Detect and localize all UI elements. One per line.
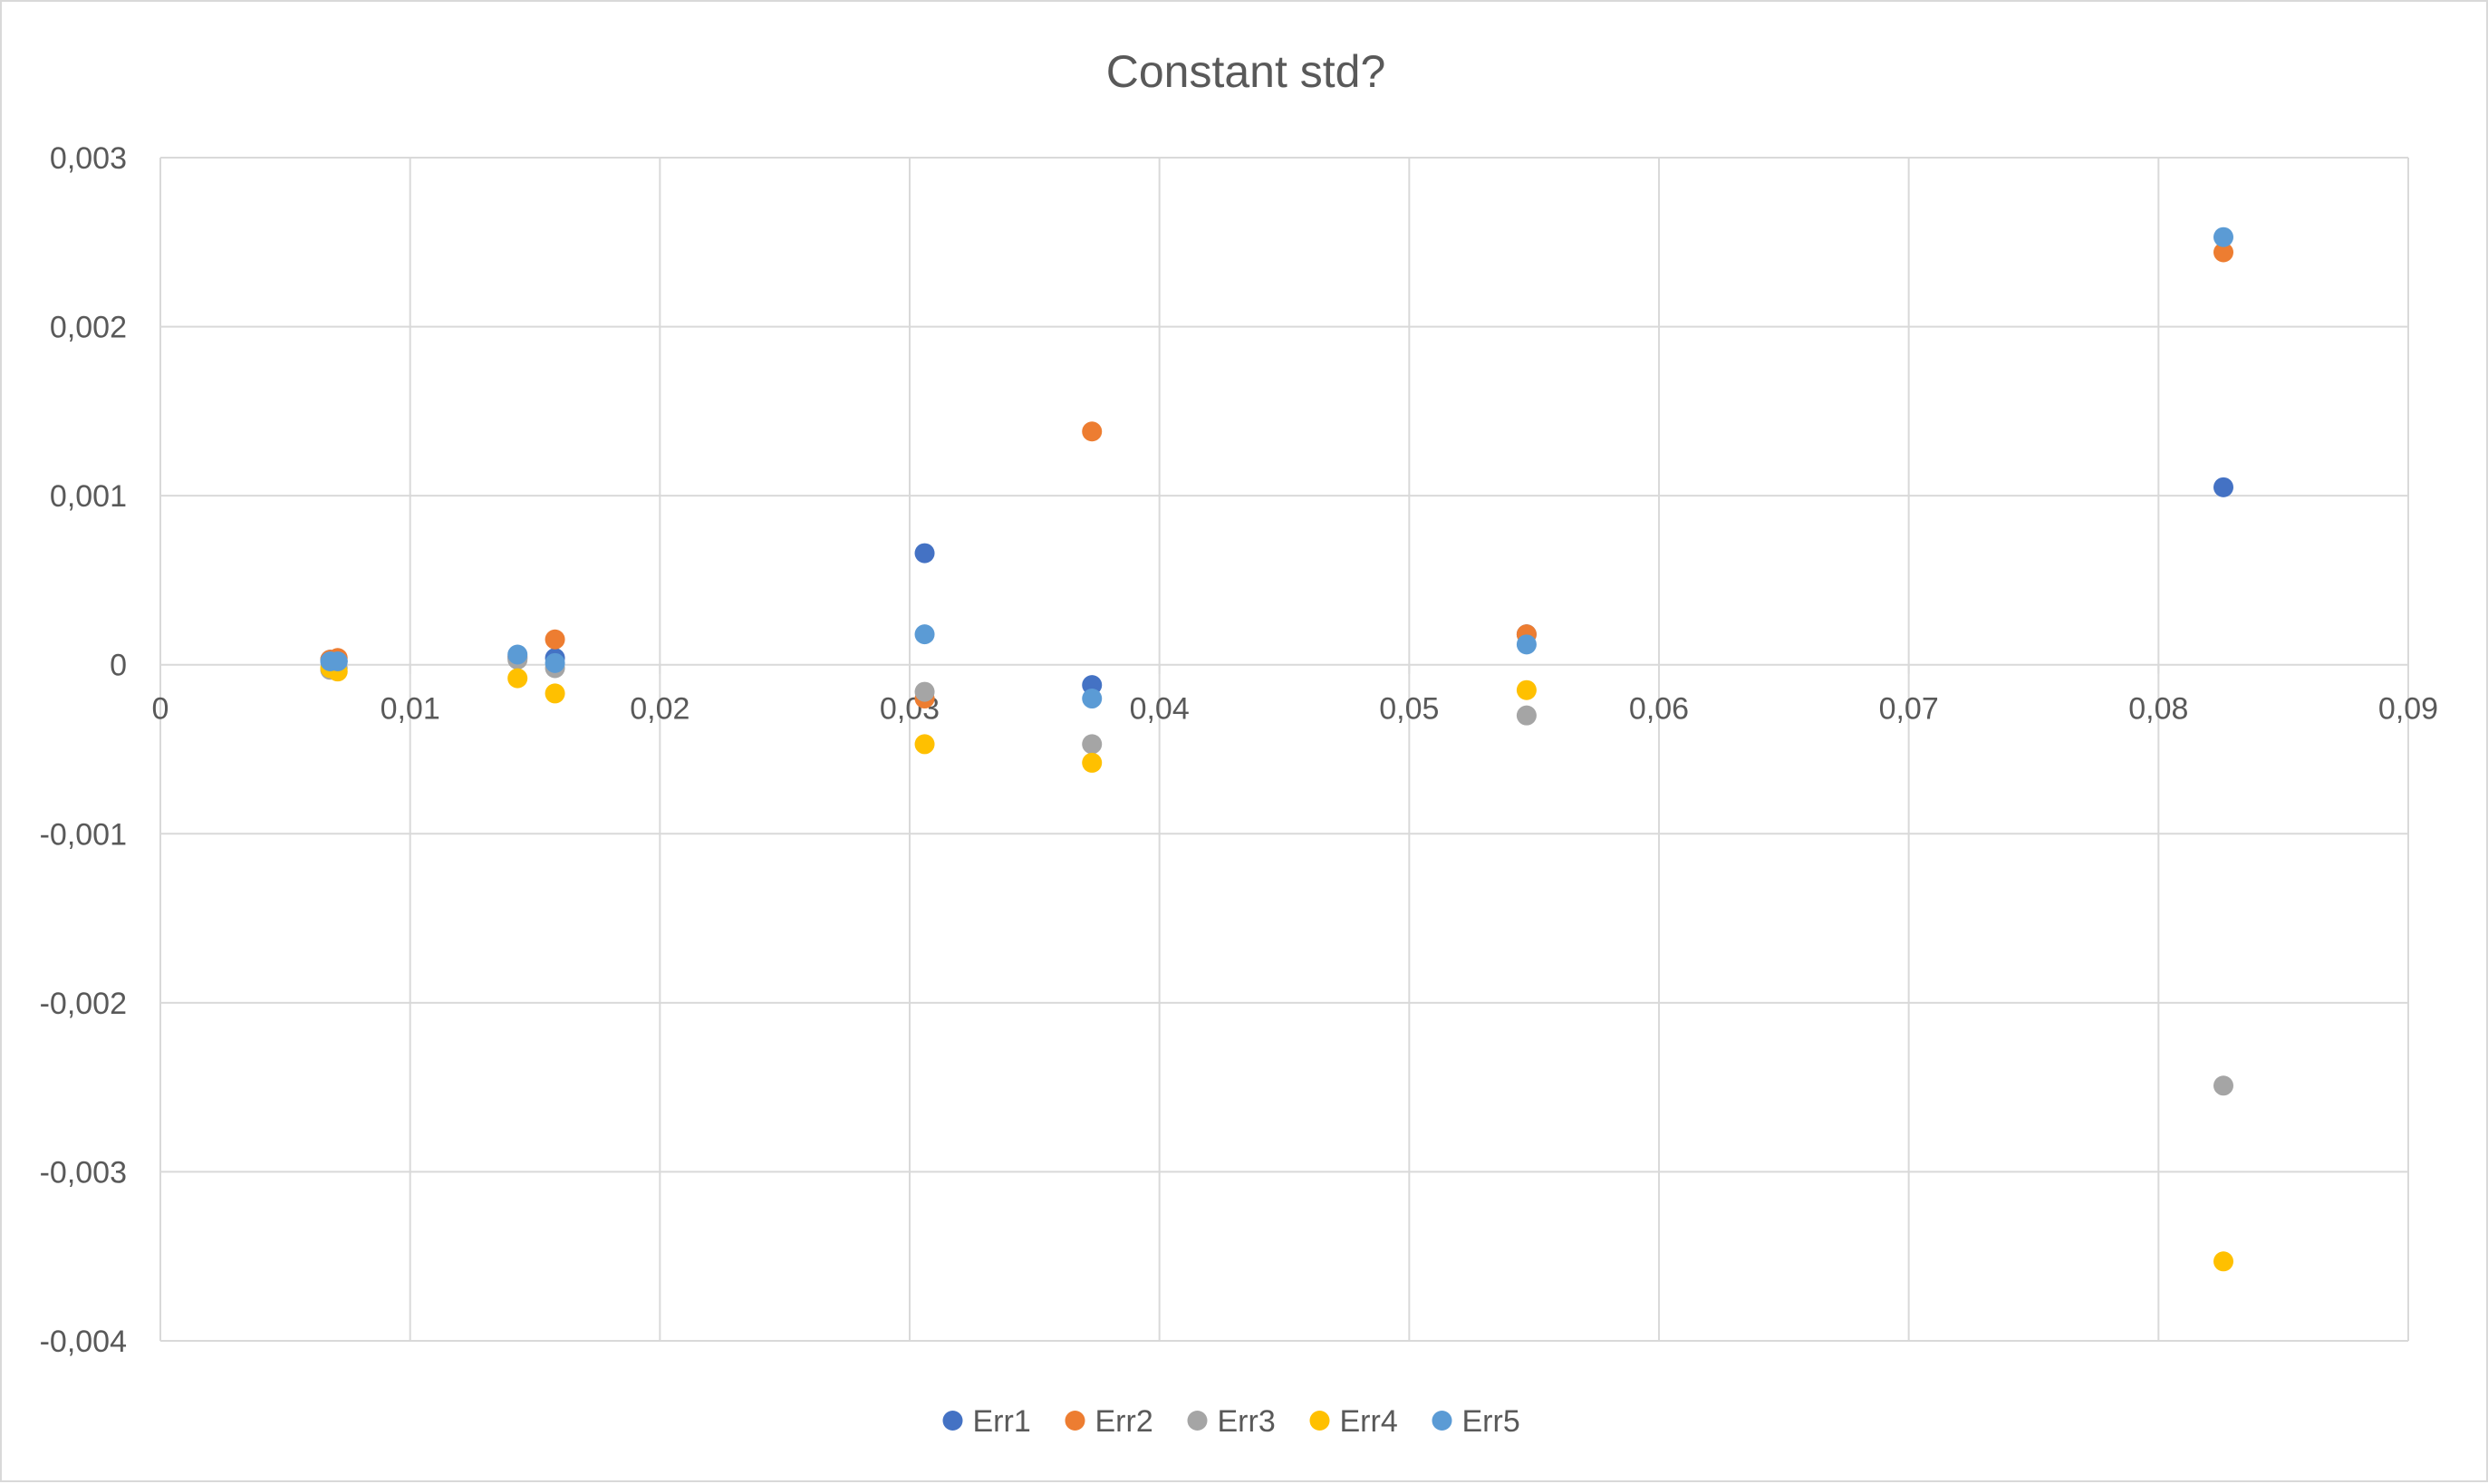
data-point-err1 (914, 543, 935, 564)
legend-marker-err3 (1187, 1411, 1208, 1431)
data-point-err3 (2213, 1075, 2234, 1096)
data-point-err4 (1516, 679, 1537, 700)
data-point-err5 (1516, 634, 1537, 655)
legend-label-err4: Err4 (1340, 1404, 1398, 1439)
data-point-err5 (914, 624, 935, 645)
legend-marker-err5 (1432, 1411, 1452, 1431)
gridlines (159, 157, 2409, 1342)
y-tick-label: -0,003 (40, 1155, 127, 1190)
data-point-err3 (1516, 705, 1537, 726)
data-point-err5 (327, 650, 348, 671)
x-tick-label: 0,07 (1879, 692, 1939, 727)
y-tick-label: 0,003 (50, 141, 127, 176)
x-tick-label: 0 (152, 692, 169, 727)
data-point-err4 (545, 683, 565, 704)
data-point-err2 (2213, 242, 2234, 263)
data-points (320, 226, 2234, 1272)
y-tick-label: -0,002 (40, 987, 127, 1021)
legend-label-err1: Err1 (973, 1404, 1031, 1439)
x-tick-label: 0,04 (1130, 692, 1190, 727)
data-point-err5 (507, 644, 528, 665)
y-tick-labels: 0,003 0,002 0,001 0 -0,001 -0,002 -0,003 -0,004 (40, 141, 127, 1359)
chart-title: Constant std? (1106, 46, 1386, 97)
legend-label-err3: Err3 (1218, 1404, 1276, 1439)
data-point-err5 (1082, 689, 1103, 709)
x-tick-label: 0,06 (1629, 692, 1689, 727)
x-tick-label: 0,08 (2128, 692, 2188, 727)
x-tick-label: 0,05 (1379, 692, 1439, 727)
data-point-err1 (2213, 477, 2234, 497)
x-tick-label: 0,02 (630, 692, 690, 727)
axes (159, 663, 2409, 674)
legend-label-err5: Err5 (1462, 1404, 1520, 1439)
data-point-err3 (1082, 734, 1103, 755)
legend-marker-err2 (1065, 1411, 1085, 1431)
y-tick-label: 0 (110, 649, 127, 683)
legend-label-err2: Err2 (1095, 1404, 1153, 1439)
y-tick-label: 0,002 (50, 311, 127, 345)
x-tick-labels: 0 0,01 0,02 0,03 0,04 0,05 0,06 0,07 0,08 0,09 (152, 692, 2439, 727)
y-tick-label: -0,001 (40, 817, 127, 852)
legend-marker-err1 (942, 1411, 963, 1431)
y-tick-label: -0,004 (40, 1325, 127, 1359)
legend: Err1 Err2 Err3 Err4 Err5 (942, 1404, 1520, 1439)
data-point-err5 (2213, 226, 2234, 247)
data-point-err5 (545, 652, 565, 673)
data-point-err4 (1082, 752, 1103, 773)
data-point-err2 (1082, 421, 1103, 442)
x-tick-label: 0,09 (2378, 692, 2438, 727)
x-tick-label: 0,01 (381, 692, 440, 727)
data-point-err4 (914, 734, 935, 755)
data-point-err3 (914, 681, 935, 702)
data-point-err4 (507, 668, 528, 689)
data-point-err4 (2213, 1251, 2234, 1272)
data-point-err2 (545, 629, 565, 650)
y-tick-label: 0,001 (50, 479, 127, 514)
legend-marker-err4 (1309, 1411, 1330, 1431)
